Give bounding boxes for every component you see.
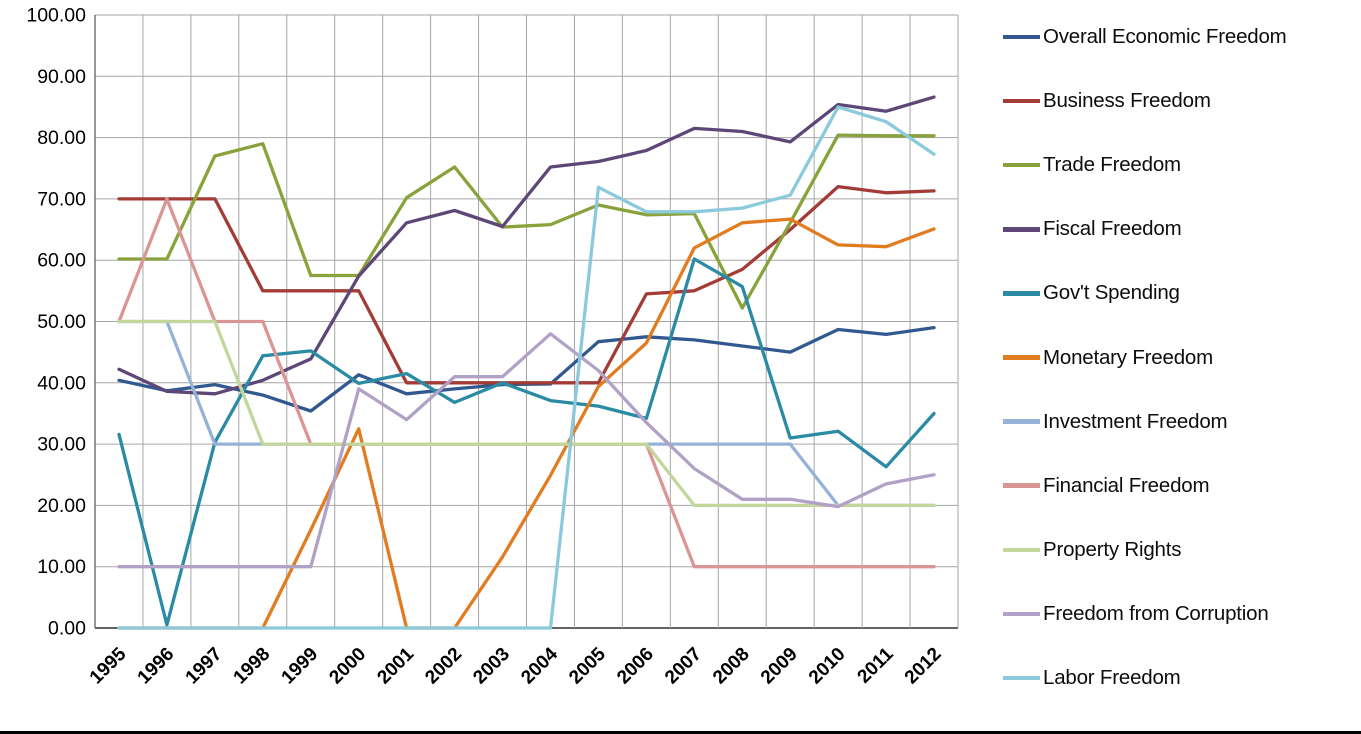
x-axis-tick-label: 2003 — [469, 644, 514, 689]
x-axis-tick-label: 1997 — [182, 644, 227, 689]
y-axis-tick-label: 10.00 — [37, 556, 86, 578]
x-axis-tick-label: 1998 — [230, 644, 275, 689]
y-axis-tick-label: 0.00 — [48, 618, 86, 640]
x-axis-tick-label: 2004 — [517, 643, 562, 688]
x-axis-tick-label: 2012 — [901, 644, 946, 689]
y-axis-tick-label: 40.00 — [37, 372, 86, 394]
x-axis-tick-label: 2010 — [805, 644, 850, 689]
x-axis-tick-label: 2000 — [325, 644, 370, 689]
x-axis-tick-label: 2011 — [854, 643, 898, 687]
y-axis-tick-label: 80.00 — [37, 127, 86, 149]
series-line-trade-freedom — [117, 133, 936, 310]
series-line-gov-t-spending — [117, 257, 936, 627]
x-axis-tick-label: 1995 — [86, 643, 131, 688]
x-axis-tick-label: 2002 — [421, 644, 466, 689]
y-axis-tick-label: 90.00 — [37, 66, 86, 88]
x-axis-tick-label: 2006 — [613, 644, 658, 689]
series-line-freedom-from-corruption — [117, 332, 936, 569]
series-line-fiscal-freedom — [117, 95, 936, 396]
window-bottom-edge — [0, 731, 1361, 734]
y-axis-tick-label: 50.00 — [37, 311, 86, 333]
x-axis-tick-label: 2007 — [661, 644, 706, 689]
y-axis-tick-label: 60.00 — [37, 250, 86, 272]
x-axis-tick-label: 2001 — [373, 643, 418, 688]
y-axis-tick-label: 30.00 — [37, 434, 86, 456]
x-axis-tick-label: 1999 — [278, 644, 323, 689]
x-axis-tick-label: 2005 — [565, 643, 610, 688]
series-line-property-rights — [117, 319, 936, 508]
x-axis-tick-label: 1996 — [134, 644, 179, 689]
x-axis-tick-label: 2009 — [757, 644, 802, 689]
series-line-labor-freedom — [117, 105, 936, 630]
y-axis-tick-label: 70.00 — [37, 188, 86, 210]
x-axis-tick-label: 2008 — [709, 644, 754, 689]
y-axis-tick-label: 20.00 — [37, 495, 86, 517]
y-axis-tick-label: 100.00 — [26, 5, 86, 27]
